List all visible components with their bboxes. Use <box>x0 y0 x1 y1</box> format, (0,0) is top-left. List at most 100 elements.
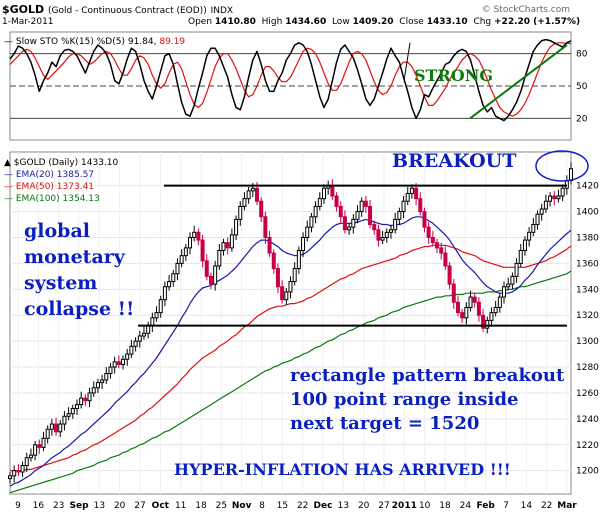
candle-body <box>514 262 519 277</box>
candle-body <box>121 358 126 365</box>
candle-body <box>418 198 423 213</box>
candle-body <box>37 444 42 448</box>
candle-body <box>317 198 322 207</box>
candle-body <box>447 265 452 285</box>
candle-body <box>259 200 264 218</box>
stoch-d-value: 89.19 <box>159 37 186 47</box>
candle-body <box>460 312 465 319</box>
candle-body <box>510 275 515 285</box>
candle-body <box>351 218 356 228</box>
candle-body <box>380 237 385 241</box>
breakout-annotation: BREAKOUT <box>392 150 517 172</box>
symbol: $GOLD <box>2 3 45 16</box>
price-tick-label: 1340 <box>576 285 599 295</box>
candle-body <box>443 252 448 267</box>
candle-body <box>321 187 326 200</box>
stoch-tick-label: 20 <box>576 114 588 124</box>
x-tick-label: 23 <box>53 501 64 511</box>
candle-body <box>12 470 17 477</box>
candle-body <box>91 387 96 394</box>
candle-body <box>493 306 498 314</box>
watermark: © StockCharts.com <box>481 5 570 15</box>
candle-body <box>464 306 469 319</box>
candle-body <box>162 286 167 301</box>
close-value: 1433.10 <box>426 17 468 27</box>
stoch-legend: — Slow STO %K(15) %D(5) 91.84, 89.19 <box>4 37 186 47</box>
candle-body <box>535 213 540 226</box>
candle-body <box>405 192 410 202</box>
x-tick-label: 27 <box>378 501 389 511</box>
candle-body <box>271 252 276 270</box>
stoch-tick-label: 50 <box>576 82 588 92</box>
candle-body <box>552 195 557 200</box>
candle-body <box>355 211 360 220</box>
exchange: INDX <box>210 6 234 16</box>
candle-body <box>137 335 142 342</box>
candle-body <box>150 317 155 327</box>
price-tick-label: 1200 <box>576 467 599 477</box>
candle-body <box>556 195 561 200</box>
candle-body <box>20 465 25 473</box>
candle-body <box>485 319 490 329</box>
x-tick-label: 20 <box>114 501 126 511</box>
x-tick-label: 13 <box>94 501 105 511</box>
candle-body <box>196 231 201 241</box>
candle-body <box>414 187 419 200</box>
candle-body <box>45 428 50 439</box>
price-panel-frame <box>9 151 572 495</box>
candle-body <box>338 205 343 218</box>
candle-body <box>284 291 289 301</box>
candle-body <box>376 229 381 241</box>
x-tick-label: 7 <box>503 501 509 511</box>
ema20-legend: — EMA(20) 1385.57 <box>4 170 95 180</box>
x-tick-label: 22 <box>297 501 308 511</box>
candle-body <box>246 190 251 200</box>
breakout-circle <box>535 150 589 182</box>
candle-body <box>8 475 12 479</box>
candle-body <box>267 237 272 254</box>
candle-body <box>234 218 239 236</box>
candle-body <box>70 408 75 415</box>
ema50-legend: — EMA(50) 1373.41 <box>4 182 95 192</box>
x-tick-label: 22 <box>541 501 552 511</box>
candle-body <box>334 195 339 207</box>
candle-body <box>74 404 79 410</box>
candle-body <box>455 301 460 314</box>
candle-body <box>54 423 59 433</box>
x-tick-label: Sep <box>69 501 89 511</box>
price-tick-label: 1400 <box>576 208 599 218</box>
candle-body <box>108 366 113 375</box>
candle-body <box>24 457 29 466</box>
stoch-k-line <box>9 38 572 122</box>
candle-body <box>422 211 427 228</box>
candle-body <box>330 185 335 197</box>
candle-body <box>309 216 314 228</box>
candle-body <box>255 187 260 202</box>
price-tick-label: 1280 <box>576 363 599 373</box>
candle-body <box>208 275 213 285</box>
left-annotation: global monetary system collapse !! <box>24 220 135 320</box>
candle-body <box>363 200 368 207</box>
x-tick-label: Nov <box>232 501 252 511</box>
high-value: 1434.60 <box>285 17 327 27</box>
candle-body <box>116 361 121 365</box>
candle-body <box>292 268 297 283</box>
candle-body <box>301 237 306 251</box>
candle-body <box>359 200 364 213</box>
candle-body <box>384 231 389 238</box>
candle-body <box>468 296 473 308</box>
candle-body <box>481 314 486 329</box>
price-tick-label: 1260 <box>576 389 599 399</box>
candle-body <box>280 286 285 301</box>
price-tick-label: 1300 <box>576 337 599 347</box>
x-tick-label: Mar <box>557 501 577 511</box>
candle-body <box>275 268 280 288</box>
price-tick-label: 1220 <box>576 441 599 451</box>
price-tick-label: 1380 <box>576 234 599 244</box>
ohlc-readout: Open 1410.80 High 1434.60 Low 1409.20 Cl… <box>188 17 581 27</box>
x-tick-label: 9 <box>15 501 21 511</box>
candle-body <box>527 231 532 241</box>
candle-body <box>426 226 431 239</box>
candle-body <box>192 231 197 238</box>
candle-body <box>502 286 507 298</box>
